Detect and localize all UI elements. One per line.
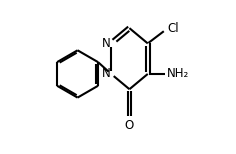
Text: O: O (125, 119, 134, 132)
Text: N: N (102, 67, 110, 80)
Text: NH₂: NH₂ (167, 67, 190, 80)
Text: N: N (102, 37, 110, 50)
Text: Cl: Cl (168, 22, 179, 35)
